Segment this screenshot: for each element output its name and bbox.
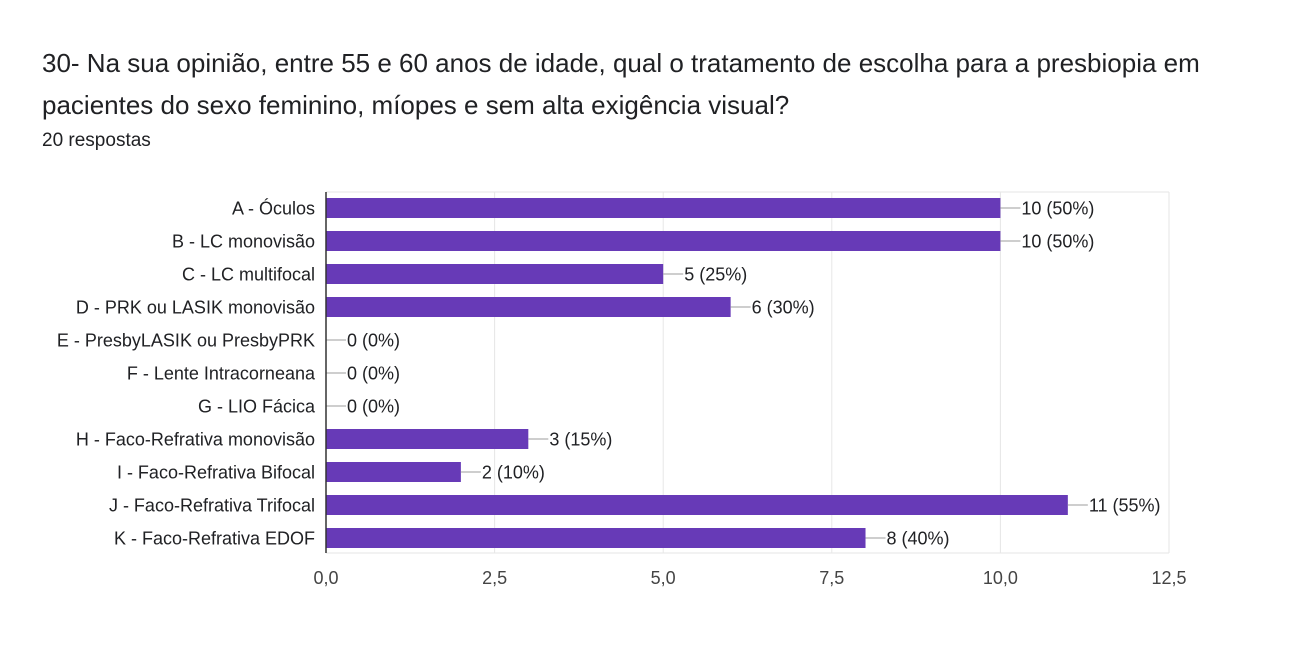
category-label: F - Lente Intracorneana [127, 364, 316, 384]
x-tick-label: 7,5 [819, 568, 844, 588]
data-label: 3 (15%) [549, 430, 612, 450]
category-label: H - Faco-Refrativa monovisão [76, 430, 315, 450]
data-label: 8 (40%) [887, 529, 950, 549]
bar [326, 429, 529, 449]
category-label: D - PRK ou LASIK monovisão [76, 298, 315, 318]
bar [326, 528, 866, 548]
x-tick-label: 10,0 [983, 568, 1018, 588]
category-label: C - LC multifocal [182, 265, 315, 285]
page-title: 30- Na sua opinião, entre 55 e 60 anos d… [42, 48, 1200, 120]
response-count: 20 respostas [42, 130, 151, 151]
data-label: 11 (55%) [1089, 496, 1161, 516]
data-label: 10 (50%) [1021, 232, 1094, 252]
data-label: 5 (25%) [684, 265, 747, 285]
x-tick-label: 0,0 [313, 568, 338, 588]
x-tick-label: 2,5 [482, 568, 507, 588]
category-label: G - LIO Fácica [198, 397, 316, 417]
category-label: I - Faco-Refrativa Bifocal [117, 463, 315, 483]
data-label: 0 (0%) [347, 364, 400, 384]
bar [326, 264, 664, 284]
bar [326, 297, 731, 317]
bar [326, 198, 1001, 218]
category-label: A - Óculos [232, 198, 315, 219]
category-label: K - Faco-Refrativa EDOF [114, 529, 315, 549]
category-label: B - LC monovisão [172, 232, 315, 252]
bar [326, 462, 461, 482]
data-label: 6 (30%) [752, 298, 815, 318]
x-tick-label: 5,0 [651, 568, 676, 588]
data-label: 0 (0%) [347, 397, 400, 417]
data-label: 2 (10%) [482, 463, 545, 483]
category-label: E - PresbyLASIK ou PresbyPRK [57, 331, 315, 351]
data-label: 0 (0%) [347, 331, 400, 351]
x-tick-label: 12,5 [1151, 568, 1186, 588]
category-label: J - Faco-Refrativa Trifocal [109, 496, 315, 516]
bar [326, 495, 1068, 515]
bar [326, 231, 1001, 251]
data-label: 10 (50%) [1021, 199, 1094, 219]
